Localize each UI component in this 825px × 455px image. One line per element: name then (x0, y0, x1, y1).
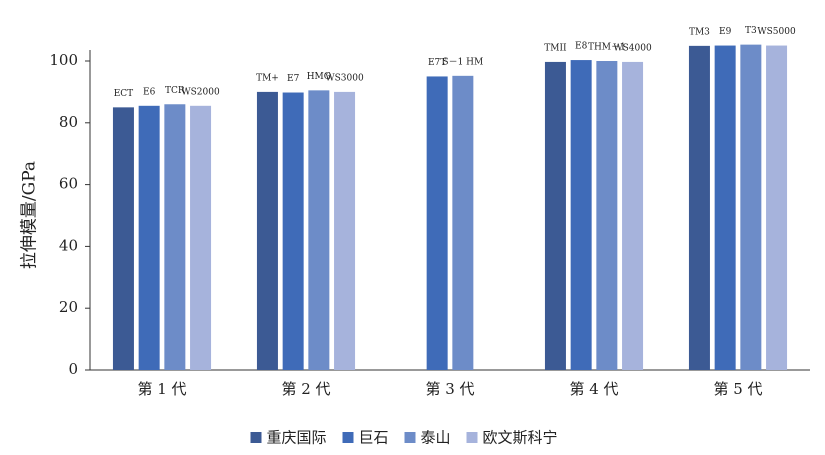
y-tick-label: 60 (59, 175, 78, 193)
legend-swatch (342, 432, 354, 443)
bar (164, 104, 186, 370)
y-tick-label: 40 (59, 236, 78, 254)
bar (766, 45, 788, 371)
bar-label: TM+ (256, 73, 279, 83)
bar (570, 60, 592, 371)
bar (138, 105, 160, 371)
bar-label: WS5000 (757, 27, 796, 37)
bar-label: WS4000 (613, 43, 652, 53)
bar (334, 91, 356, 371)
x-tick-label: 第 5 代 (713, 380, 762, 398)
bar-label: WS3000 (325, 73, 364, 83)
x-tick-label: 第 3 代 (425, 380, 474, 398)
bar (256, 91, 278, 371)
bar-label: E6 (143, 87, 156, 97)
x-tick-label: 第 4 代 (569, 380, 618, 398)
bar-label: HMG (307, 72, 331, 82)
bar-label: T3 (745, 26, 757, 36)
y-axis-label: 拉伸模量/GPa (20, 161, 40, 269)
legend-swatch (250, 432, 262, 443)
bar (544, 61, 566, 370)
legend-label: 重庆国际 (267, 429, 327, 447)
y-tick-label: 80 (59, 113, 78, 131)
y-tick-label: 100 (49, 51, 78, 69)
bar (308, 90, 330, 370)
bar (714, 45, 736, 371)
legend-label: 欧文斯科宁 (483, 429, 558, 447)
legend-swatch (466, 432, 478, 443)
bar (452, 75, 474, 370)
bar (282, 92, 304, 370)
bar-label: TMII (544, 43, 567, 53)
legend-label: 巨石 (359, 429, 389, 447)
bar (688, 45, 710, 370)
bar-label: E7 (287, 74, 300, 84)
bar (740, 44, 762, 371)
bar (622, 61, 644, 370)
bar-label: WS2000 (181, 87, 220, 97)
bar-label: E7T (428, 58, 446, 68)
legend-label: 泰山 (421, 429, 451, 447)
bar-label: E9 (719, 27, 732, 37)
bar (426, 76, 448, 370)
bar (596, 61, 618, 370)
bar-label: TM3 (689, 27, 710, 37)
bar-label: ECT (114, 89, 133, 99)
bar-label: TCR (165, 86, 185, 96)
x-tick-label: 第 2 代 (281, 380, 330, 398)
y-tick-label: 0 (68, 360, 78, 378)
bar (190, 105, 212, 371)
legend-swatch (404, 432, 416, 443)
bar-label: E8 (575, 42, 588, 52)
x-tick-label: 第 1 代 (137, 380, 186, 398)
bar-label: THM－1 (588, 43, 626, 53)
y-tick-label: 20 (59, 298, 78, 316)
bar (112, 107, 134, 370)
bar-label: S－1 HM (442, 57, 483, 67)
